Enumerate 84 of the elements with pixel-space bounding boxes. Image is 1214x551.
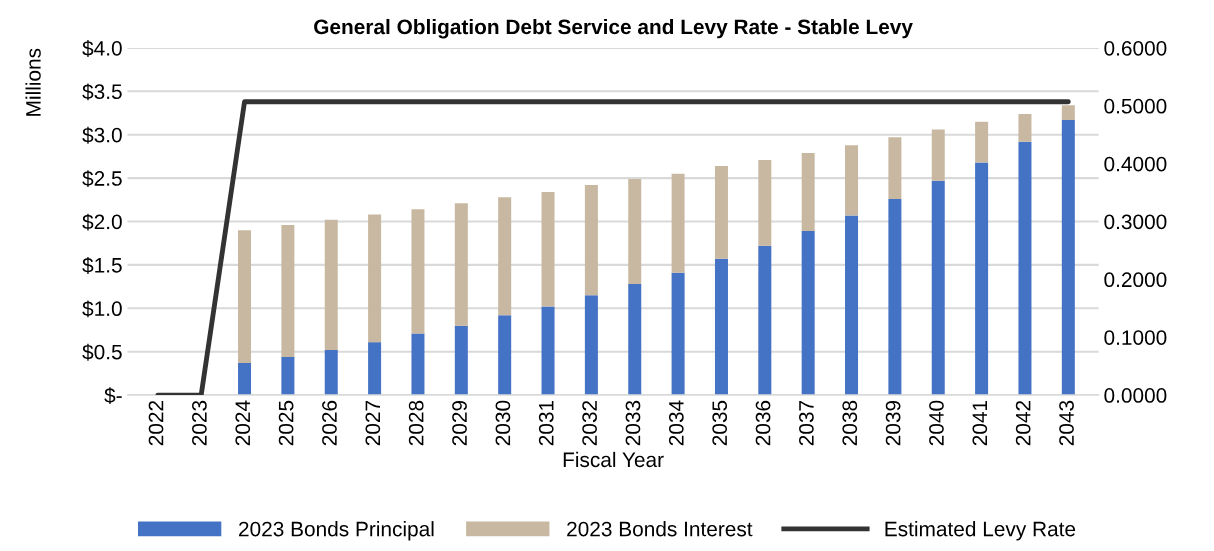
bar (541, 306, 555, 396)
y-tick-label: $4.0 (82, 40, 122, 57)
legend-label: 2023 Bonds Principal (239, 521, 434, 541)
bar (628, 178, 642, 284)
x-tick-label: 2032 (582, 400, 597, 446)
bar (281, 356, 295, 396)
y-tick-label: $2.5 (82, 170, 122, 188)
bar (411, 333, 425, 396)
bar (671, 272, 685, 396)
bar (714, 258, 728, 396)
bar (845, 215, 859, 396)
bar (584, 295, 598, 396)
x-tick-label: 2022 (148, 400, 164, 446)
x-tick-label: 2029 (452, 400, 467, 446)
legend-label: 2023 Bonds Interest (567, 521, 753, 537)
bar (238, 362, 252, 396)
y-tick-label: $1.0 (82, 300, 122, 318)
bar (498, 315, 512, 396)
bar (541, 192, 555, 307)
x-tick-label: 2025 (278, 400, 294, 446)
bar (931, 129, 945, 181)
x-tick-label: 2036 (755, 400, 771, 446)
x-tick-label: 2035 (712, 400, 728, 446)
bar (1018, 113, 1032, 142)
bar (1018, 141, 1032, 396)
x-tick-label: 2031 (538, 400, 554, 446)
x-tick-label: 2038 (842, 400, 858, 446)
y-tick-label: $2.0 (82, 213, 122, 231)
bar (801, 231, 815, 396)
bar (238, 230, 252, 363)
y2-tick-label: 0.4000 (1104, 156, 1167, 172)
x-tick-label: 2023 (192, 400, 207, 446)
x-tick-label: 2028 (408, 400, 424, 446)
x-tick-label: 2027 (365, 400, 381, 446)
bar (671, 173, 685, 273)
x-tick-label: 2037 (799, 400, 814, 446)
bar (584, 185, 598, 296)
y-axis-title: Millions (25, 48, 41, 116)
x-tick-label: 2030 (495, 400, 511, 446)
bar (758, 245, 772, 396)
x-tick-label: 2042 (1015, 400, 1031, 446)
x-tick-label: 2033 (625, 400, 641, 446)
bar (888, 137, 902, 199)
bar (628, 283, 642, 396)
chart-title: General Obligation Debt Service and Levy Rate - Stable Levy (314, 18, 913, 39)
bar (931, 180, 945, 396)
y-tick-label: $- (104, 387, 122, 405)
bar (368, 342, 382, 396)
y2-tick-label: 0.0000 (1104, 388, 1167, 403)
x-axis-title: Fiscal Year (563, 451, 664, 468)
legend-label: Estimated Levy Rate (885, 521, 1076, 541)
bar (758, 159, 772, 246)
bar (454, 203, 468, 326)
y-tick-label: $0.5 (82, 343, 122, 361)
bar (801, 152, 815, 232)
x-tick-label: 2040 (929, 400, 944, 446)
bar (411, 209, 425, 334)
y2-tick-label: 0.2000 (1104, 272, 1167, 288)
x-tick-label: 2034 (668, 400, 684, 446)
bar (714, 165, 728, 259)
bar (975, 121, 989, 163)
bar (1061, 119, 1075, 396)
y-tick-label: $3.5 (82, 83, 122, 101)
x-tick-label: 2039 (885, 400, 901, 446)
bar (368, 214, 382, 343)
bar (888, 198, 902, 396)
bar (1061, 105, 1075, 120)
x-tick-label: 2043 (1059, 400, 1074, 446)
bar (845, 145, 859, 216)
bar (498, 197, 512, 316)
bar (975, 162, 989, 396)
y2-tick-label: 0.3000 (1104, 214, 1167, 230)
y2-tick-label: 0.5000 (1104, 98, 1167, 114)
bar (324, 349, 338, 396)
y-tick-label: $3.0 (82, 126, 122, 144)
y2-tick-label: 0.1000 (1104, 330, 1167, 345)
bar (324, 219, 338, 350)
bar (454, 325, 468, 396)
x-tick-label: 2024 (235, 400, 251, 446)
y2-tick-label: 0.6000 (1104, 40, 1167, 56)
bar (281, 224, 295, 357)
x-tick-label: 2041 (972, 400, 988, 446)
y-tick-label: $1.5 (82, 257, 122, 274)
x-tick-label: 2026 (322, 400, 337, 446)
